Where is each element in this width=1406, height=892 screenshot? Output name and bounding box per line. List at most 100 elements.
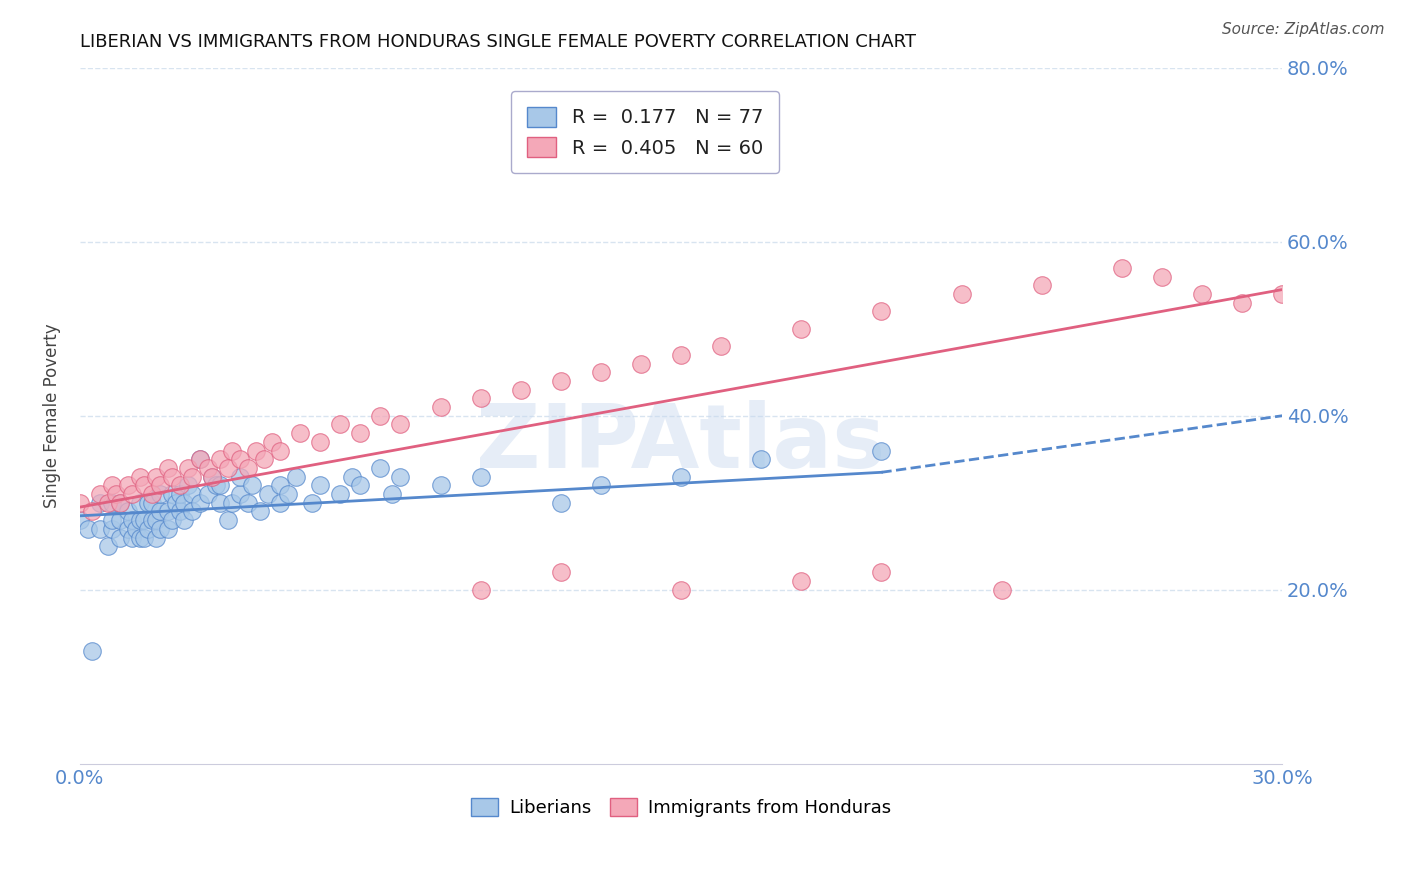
Point [301,496,323,510]
Point [129,513,152,527]
Point [870,566,893,580]
Point [108,531,131,545]
Point [217,461,239,475]
Point [101,478,124,492]
Point [121,487,143,501]
Point [329,417,352,432]
Point [245,443,267,458]
Point [389,469,412,483]
Point [550,496,572,510]
Point [253,452,276,467]
Point [108,496,131,510]
Point [238,496,260,510]
Point [429,400,451,414]
Point [101,513,124,527]
Point [145,531,167,545]
Point [349,426,371,441]
Point [149,478,172,492]
Point [89,487,111,501]
Point [209,452,232,467]
Point [209,478,232,492]
Point [285,469,308,483]
Point [201,469,224,483]
Point [97,496,120,510]
Point [145,513,167,527]
Point [509,383,531,397]
Point [165,496,187,510]
Point [136,522,159,536]
Point [101,522,124,536]
Point [470,469,492,483]
Point [205,478,228,492]
Point [790,574,813,588]
Point [197,487,219,501]
Point [1191,287,1213,301]
Point [188,452,211,467]
Point [870,443,893,458]
Point [201,469,224,483]
Point [69,496,91,510]
Point [181,504,204,518]
Point [221,443,243,458]
Point [749,452,772,467]
Point [80,643,103,657]
Point [117,478,139,492]
Point [89,522,111,536]
Point [132,478,155,492]
Point [181,469,204,483]
Point [277,487,299,501]
Text: LIBERIAN VS IMMIGRANTS FROM HONDURAS SINGLE FEMALE POVERTY CORRELATION CHART: LIBERIAN VS IMMIGRANTS FROM HONDURAS SIN… [80,33,915,51]
Point [329,487,352,501]
Point [669,582,692,597]
Point [169,504,191,518]
Point [870,304,893,318]
Point [290,426,312,441]
Point [177,478,200,492]
Y-axis label: Single Female Poverty: Single Female Poverty [44,324,60,508]
Point [790,322,813,336]
Point [108,496,131,510]
Point [470,582,492,597]
Point [262,434,284,449]
Point [589,365,612,379]
Point [117,504,139,518]
Point [950,287,973,301]
Point [169,487,191,501]
Text: Source: ZipAtlas.com: Source: ZipAtlas.com [1222,22,1385,37]
Point [349,478,371,492]
Point [269,496,291,510]
Point [238,461,260,475]
Point [1111,260,1133,275]
Point [229,452,252,467]
Point [77,522,100,536]
Point [309,434,332,449]
Point [121,531,143,545]
Point [240,478,263,492]
Point [117,522,139,536]
Point [229,469,252,483]
Point [1230,295,1253,310]
Point [990,582,1012,597]
Text: ZIPAtlas: ZIPAtlas [477,401,886,487]
Point [630,357,652,371]
Point [129,496,152,510]
Point [125,522,148,536]
Point [209,496,232,510]
Point [121,513,143,527]
Point [389,417,412,432]
Point [149,504,172,518]
Point [160,487,183,501]
Point [169,478,191,492]
Point [710,339,733,353]
Point [157,504,180,518]
Point [188,452,211,467]
Point [69,513,91,527]
Point [370,409,392,423]
Point [141,513,163,527]
Point [173,513,195,527]
Point [197,461,219,475]
Point [342,469,364,483]
Point [157,461,180,475]
Point [669,348,692,362]
Point [101,496,124,510]
